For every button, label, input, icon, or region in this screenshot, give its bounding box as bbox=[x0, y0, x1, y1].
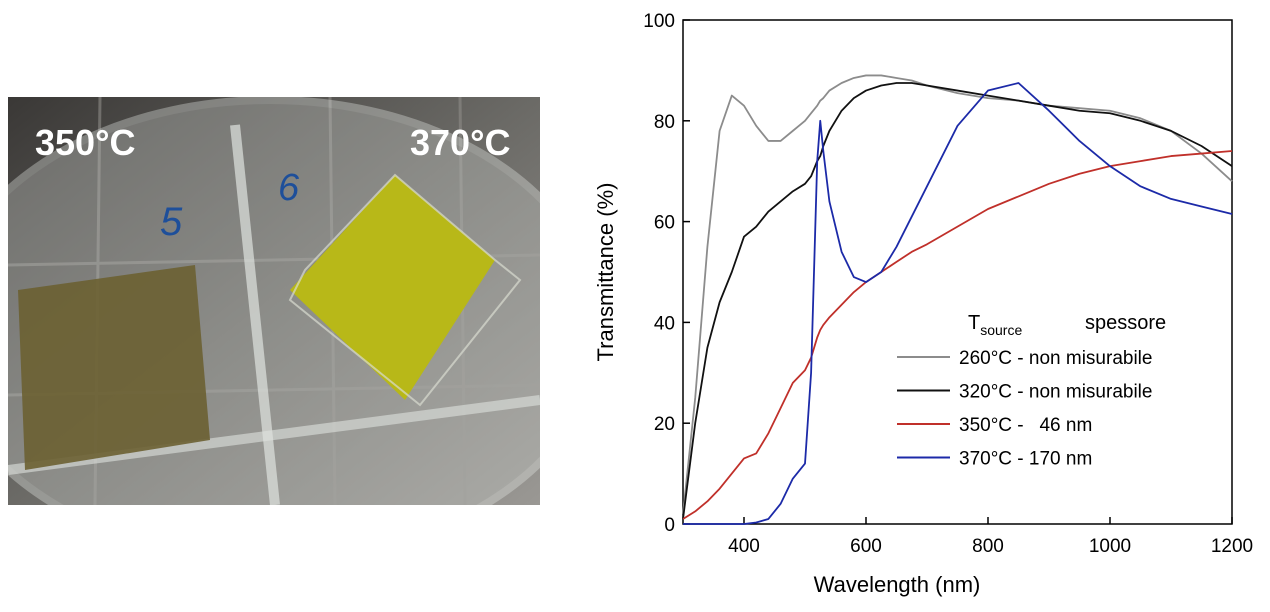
y-tick-label: 60 bbox=[654, 213, 675, 234]
series-line bbox=[682, 74, 1233, 515]
series-line bbox=[683, 82, 1233, 525]
series-line bbox=[682, 150, 1233, 520]
y-tick-label: 80 bbox=[654, 112, 675, 133]
legend-symbol: T bbox=[968, 312, 980, 334]
y-tick-label: 100 bbox=[643, 11, 675, 32]
legend-label: 370°C - 170 nm bbox=[959, 449, 1092, 470]
legend-label: 260°C - non misurabile bbox=[959, 348, 1152, 369]
photo-label: 350°C bbox=[35, 122, 135, 163]
sample-350 bbox=[18, 265, 210, 470]
x-tick-label: 400 bbox=[728, 536, 760, 557]
legend-label: 350°C - 46 nm bbox=[959, 415, 1092, 436]
y-tick-label: 0 bbox=[664, 515, 675, 536]
legend-subscript: source bbox=[980, 322, 1022, 338]
legend-column: spessore bbox=[1085, 312, 1166, 334]
y-axis-label: Transmittance (%) bbox=[593, 183, 618, 362]
legend-title: Tsource bbox=[968, 312, 1022, 338]
plot-frame bbox=[682, 19, 1233, 525]
chart: Wavelength (nm) Transmittance (%) 0 20 40 6… bbox=[593, 11, 1253, 597]
sample-370 bbox=[290, 175, 495, 400]
substrate bbox=[288, 173, 522, 407]
photo-label: 370°C bbox=[410, 122, 510, 163]
x-tick-label: 1200 bbox=[1211, 536, 1253, 557]
divider bbox=[230, 124, 280, 505]
legend-label: 320°C - non misurabile bbox=[959, 382, 1152, 403]
y-tick-label: 20 bbox=[654, 414, 675, 435]
photo: 350°C 370°C 5 6 bbox=[8, 97, 540, 505]
handwriting: 6 bbox=[278, 167, 300, 209]
x-axis-label: Wavelength (nm) bbox=[814, 572, 981, 597]
x-tick-label: 600 bbox=[850, 536, 882, 557]
handwriting: 5 bbox=[160, 200, 183, 244]
series-line bbox=[682, 82, 1233, 520]
y-tick-label: 40 bbox=[654, 313, 675, 334]
x-tick-label: 800 bbox=[972, 536, 1004, 557]
x-tick-label: 1000 bbox=[1089, 536, 1131, 557]
